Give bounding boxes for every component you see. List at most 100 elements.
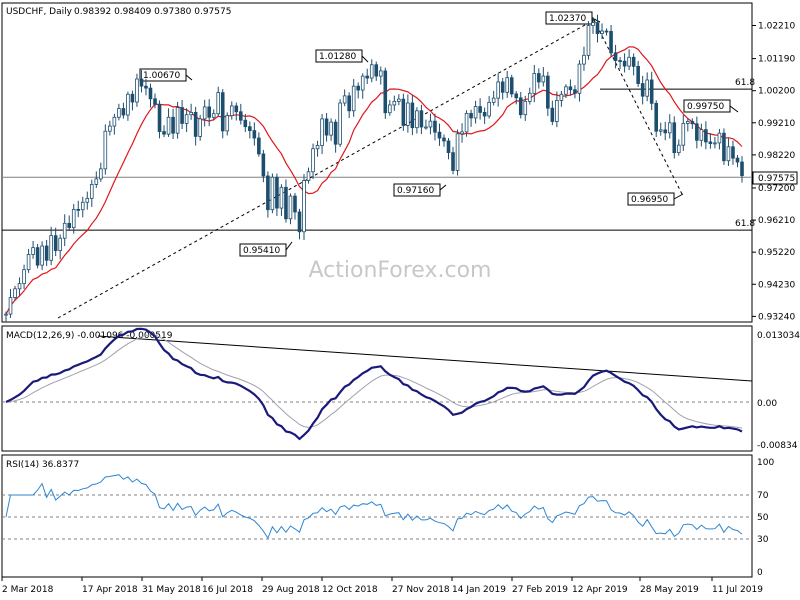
price-candle-body — [442, 137, 446, 142]
price-candle-body — [591, 22, 595, 26]
price-candle-body — [722, 132, 726, 162]
price-candle-body — [369, 64, 374, 79]
price-candle-body — [527, 92, 532, 102]
rising-trendline — [57, 19, 595, 319]
price-candle-body — [270, 176, 275, 211]
macd-main-line — [5, 327, 743, 441]
price-candle-body — [460, 131, 464, 135]
price-callout-label: 0.96950 — [631, 195, 668, 205]
price-candle-body — [735, 157, 740, 163]
chart-title: USDCHF, Daily — [6, 7, 73, 17]
price-annotations: 61.8 61.8 1.02370 1.01280 1.00670 0.99750 0.97… — [2, 11, 755, 319]
x-tick-label: 28 May 2019 — [640, 585, 699, 595]
price-candle-body — [573, 89, 577, 94]
price-candle-body — [17, 283, 22, 290]
price-candle-body — [76, 208, 81, 211]
price-candle-body — [667, 122, 672, 134]
price-candle-body — [546, 75, 550, 109]
macd-panel: MACD(12,26,9) -0.001096 -0.000519 0.0130… — [1, 325, 800, 452]
price-candle-body — [437, 131, 442, 139]
price-candle-body — [360, 75, 365, 91]
price-candle-body — [89, 184, 94, 199]
fib-label-lower: 61.8 — [735, 219, 755, 229]
price-candle-body — [40, 245, 44, 266]
last-price-label: 0.97575 — [758, 174, 795, 184]
watermark: ActionForex.com — [309, 258, 492, 283]
price-candle-body — [478, 106, 482, 113]
price-candle-body — [193, 112, 198, 137]
price-candle-body — [509, 77, 514, 95]
price-candle-body — [518, 97, 523, 116]
price-candle-body — [85, 197, 90, 203]
price-candle-body — [455, 133, 460, 171]
price-candle-body — [342, 95, 347, 104]
price-candle-body — [80, 201, 85, 211]
price-candle-body — [333, 121, 338, 145]
rsi-panel: RSI(14) 36.8377 100 70 50 30 0 — [1, 454, 774, 578]
price-panel: USDCHF, Daily 0.98392 0.98409 0.97380 0.… — [1, 2, 798, 323]
price-candle-body — [220, 92, 225, 132]
price-candle-body — [180, 107, 184, 124]
price-candle-body — [148, 87, 153, 100]
price-callout-box — [627, 192, 675, 206]
rsi-label: RSI(14) 36.8377 — [6, 460, 79, 470]
price-candle-body — [71, 208, 76, 228]
x-tick-label: 2 Mar 2018 — [2, 585, 54, 595]
price-candle-body — [595, 22, 600, 35]
price-candle-body — [663, 129, 668, 134]
price-candle-body — [248, 126, 252, 131]
price-candle-body — [717, 132, 722, 144]
price-callout-box — [393, 183, 441, 197]
price-candle-body — [44, 245, 49, 261]
price-candles — [4, 14, 744, 322]
price-candle-body — [225, 115, 230, 132]
price-callout-leader — [729, 105, 739, 113]
price-candle-body — [645, 79, 649, 97]
macd-trendline — [97, 335, 753, 382]
price-candle-body — [397, 98, 401, 102]
price-tick-label: 0.95220 — [758, 248, 795, 258]
price-candle-body — [53, 235, 58, 251]
x-tick-label: 27 Nov 2018 — [392, 585, 450, 595]
macd-tick-zero: 0.00 — [757, 399, 777, 409]
price-candle-body — [415, 110, 419, 129]
price-candle-body — [676, 144, 681, 154]
price-callout-box — [683, 99, 731, 113]
x-tick-label: 17 Apr 2018 — [82, 585, 138, 595]
macd-tick-max: 0.013034 — [757, 331, 800, 341]
price-candle-body — [541, 75, 546, 83]
price-candle-body — [690, 121, 695, 125]
price-candle-body — [26, 254, 31, 271]
price-y-axis: 1.02210 1.01190 1.00200 0.99210 0.98220 0.972… — [752, 22, 795, 322]
price-candle-body — [473, 106, 478, 119]
price-candle-body — [216, 92, 221, 115]
price-candle-body — [726, 146, 731, 162]
price-tick-label: 0.94230 — [758, 280, 795, 290]
rsi-tick-label: 50 — [757, 513, 769, 523]
price-candle-body — [532, 73, 537, 94]
last-price-box — [752, 171, 798, 185]
rsi-tick-label: 30 — [757, 535, 769, 545]
price-candle-body — [347, 95, 351, 112]
price-candle-body — [211, 113, 216, 118]
price-candle-body — [297, 211, 302, 233]
fib-label-upper: 61.8 — [735, 78, 755, 88]
price-callout-label: 0.97160 — [397, 186, 434, 196]
price-candle-body — [487, 101, 491, 117]
price-candle-body — [704, 129, 708, 143]
price-candle-body — [401, 98, 406, 126]
price-callout-box — [139, 68, 187, 82]
price-candle-body — [537, 73, 541, 83]
price-candle-body — [31, 247, 35, 255]
price-candle-body — [302, 180, 306, 233]
price-candle-body — [636, 65, 640, 84]
price-candle-body — [171, 116, 175, 134]
price-candle-body — [162, 131, 166, 135]
x-tick-label: 12 Apr 2019 — [572, 585, 628, 595]
price-candle-body — [686, 121, 690, 124]
price-callout-box — [315, 49, 363, 63]
price-candle-body — [731, 146, 735, 159]
price-candle-body — [582, 54, 586, 65]
price-candle-body — [311, 148, 315, 173]
price-candle-body — [243, 119, 248, 128]
